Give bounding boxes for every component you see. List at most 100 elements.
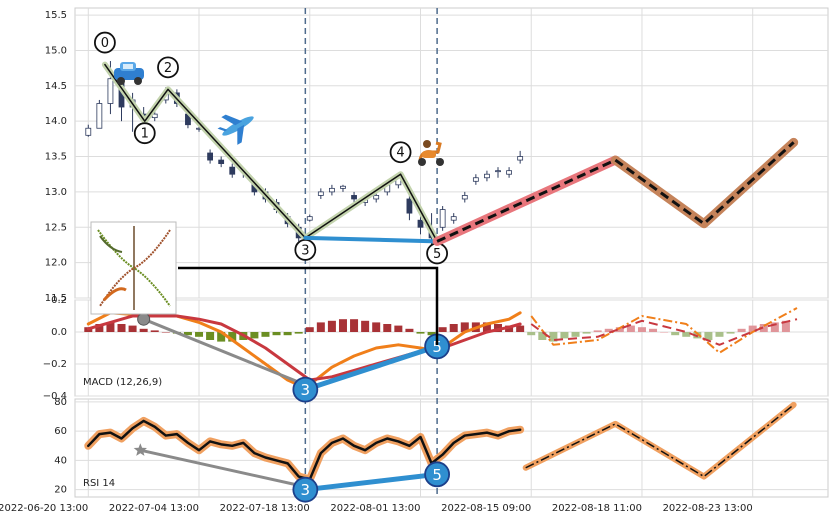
y-tick-label: 0.0 (51, 327, 67, 338)
histogram-bar (361, 320, 370, 332)
histogram-bar (117, 324, 126, 332)
histogram-bar (615, 327, 624, 332)
candle-body (85, 127, 92, 136)
histogram-bar (604, 328, 613, 332)
histogram-bar (549, 332, 558, 342)
plane-icon (217, 114, 254, 145)
histogram-bar (704, 332, 713, 340)
y-tick-label: 15.5 (45, 10, 67, 21)
histogram-bar (626, 325, 635, 332)
histogram-bar (327, 320, 336, 332)
line (302, 343, 440, 393)
histogram-bar (217, 332, 226, 342)
x-tick-label: 2022-08-15 09:00 (441, 503, 531, 514)
line-marker (137, 312, 151, 326)
y-tick-label: 60 (54, 426, 67, 437)
candle-body (229, 166, 236, 175)
line (530, 318, 798, 346)
histogram-bar (161, 332, 170, 333)
connector-line (178, 266, 439, 345)
histogram-bar (195, 332, 204, 337)
candle-body (417, 219, 424, 228)
histogram-bar (427, 332, 436, 336)
point-label: 4 (396, 146, 404, 161)
line (614, 141, 795, 226)
x-tick-label: 2022-07-18 13:00 (220, 503, 310, 514)
histogram-bar (593, 330, 602, 332)
histogram-bar (394, 325, 403, 332)
histogram-bar (759, 324, 768, 332)
x-tick-label: 2022-08-01 13:00 (330, 503, 420, 514)
candle-body (340, 185, 346, 189)
histogram-bar (350, 319, 359, 332)
histogram-bar (372, 322, 381, 332)
line (303, 235, 440, 244)
y-tick-label: 14.5 (45, 81, 67, 92)
line (302, 471, 440, 493)
histogram-bar (748, 325, 757, 332)
histogram-bar (516, 325, 525, 332)
scooter-icon (418, 140, 444, 166)
line (138, 448, 307, 489)
candle-body (207, 152, 213, 161)
histogram-bar (571, 332, 580, 337)
panel-label: MACD (12,26,9) (83, 377, 162, 388)
histogram-bar (449, 324, 458, 332)
candle-body (461, 195, 468, 200)
y-tick-label: 11.5 (45, 293, 67, 304)
x-tick-label: 2022-07-04 13:00 (109, 503, 199, 514)
histogram-bar (582, 332, 591, 334)
histogram-bar (781, 320, 790, 332)
candle-body (495, 170, 501, 173)
y-tick-label: 15.0 (45, 45, 67, 56)
candle-body (506, 170, 512, 175)
histogram-bar (527, 332, 536, 336)
y-tick-label: 0.2 (51, 295, 67, 306)
histogram-bar (770, 322, 779, 332)
point-label-badge (157, 56, 179, 79)
histogram-bar (482, 322, 491, 332)
x-tick-label: 2022-08-18 11:00 (552, 503, 642, 514)
histogram-bar (505, 325, 514, 332)
y-tick-label: 13.0 (45, 187, 67, 198)
y-tick-label: 80 (54, 397, 67, 408)
y-tick-label: 12.5 (45, 222, 67, 233)
histogram-bar (139, 328, 148, 332)
line (525, 404, 795, 478)
decorations (90, 62, 444, 345)
point-label-badge (292, 376, 319, 403)
candle-body (107, 78, 114, 104)
inset-image (90, 221, 177, 315)
point-label-badge (133, 122, 156, 145)
histogram-bar (405, 328, 414, 332)
histogram-bar (228, 332, 237, 342)
histogram-bar (538, 332, 547, 340)
line-marker (133, 443, 147, 456)
candle-body (484, 173, 490, 179)
candle-body (317, 191, 324, 196)
histogram-bar (283, 332, 292, 336)
histogram-bar (737, 328, 746, 332)
histogram-bar (106, 322, 115, 332)
candle-body (373, 195, 380, 200)
point-label-badge (389, 141, 412, 164)
histogram-bar (494, 324, 503, 332)
line (142, 317, 307, 387)
candle-body (329, 187, 335, 193)
histogram-bar (671, 332, 680, 336)
point-label: 1 (141, 127, 149, 142)
point-label-badge (93, 31, 116, 54)
histogram-bar (383, 324, 392, 332)
histogram-bar (261, 332, 270, 337)
point-label: 3 (301, 381, 311, 399)
histogram-bar (128, 325, 137, 332)
histogram-bar (460, 322, 469, 332)
candle-body (406, 198, 413, 214)
histogram-bar (715, 332, 724, 337)
y-tick-label: −0.2 (43, 359, 67, 370)
point-label: 5 (432, 338, 442, 356)
histogram-bar (150, 330, 159, 332)
panel-background (74, 7, 829, 299)
candle-body (472, 177, 479, 182)
